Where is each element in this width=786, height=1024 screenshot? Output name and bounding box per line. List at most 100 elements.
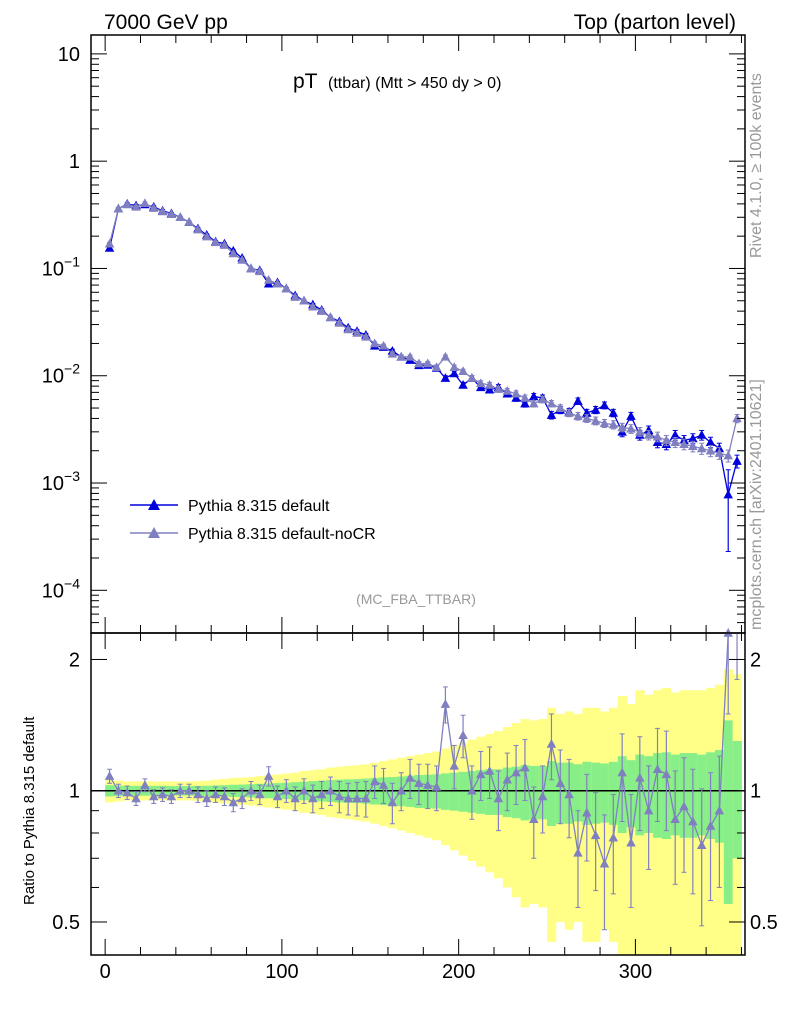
ratio-point-31	[378, 780, 389, 789]
point-s1-2	[122, 199, 132, 209]
point-s0-40	[458, 379, 468, 389]
point-s1-4	[140, 198, 150, 208]
band-stat-38	[440, 773, 451, 810]
point-s1-40	[458, 366, 468, 376]
series-line-0	[108, 203, 738, 495]
point-s0-38	[440, 373, 451, 382]
ratio-point-36	[422, 780, 433, 789]
ratio-point-52	[564, 789, 574, 799]
point-s1-9	[184, 217, 194, 226]
point-s1-3	[131, 201, 141, 211]
main-title-detail: (ttbar) (Mtt > 450 dy > 0)	[328, 75, 501, 92]
ratio-point-21	[290, 793, 300, 803]
ratio-point-47	[520, 762, 530, 772]
ratio-point-5	[148, 791, 159, 801]
point-s1-27	[343, 324, 353, 334]
point-s1-58	[617, 422, 627, 432]
point-s1-65	[679, 439, 689, 448]
point-s1-51	[555, 403, 566, 412]
ratio-point-19	[272, 791, 283, 801]
main-ytick-label-4: 10−3	[42, 468, 80, 495]
point-s0-71	[732, 456, 742, 465]
main-ytick-label-1: 1	[69, 151, 80, 173]
main-ytick-label-5: 10−4	[42, 575, 80, 602]
ratio-point-3	[131, 793, 141, 803]
ratio-point-22	[299, 785, 309, 795]
point-s1-25	[325, 312, 336, 322]
point-s1-10	[193, 224, 203, 234]
point-s1-42	[475, 378, 486, 388]
point-s0-50	[546, 410, 557, 419]
ratio-xtick-label-2: 200	[442, 961, 475, 983]
ratio-point-35	[414, 778, 424, 788]
band-stat-56	[600, 763, 610, 823]
ratio-point-60	[635, 772, 645, 782]
ratio-point-41	[467, 785, 477, 795]
point-s1-6	[157, 206, 168, 216]
ratio-ytick-label-right-1: 1	[750, 781, 761, 803]
ratio-point-10	[193, 789, 203, 799]
point-s1-22	[299, 295, 309, 305]
point-s1-38	[440, 351, 451, 361]
ratio-point-20	[281, 785, 292, 795]
band-stat-39	[449, 772, 460, 811]
main-ytick-label-0: 10	[58, 44, 80, 66]
ratio-point-34	[405, 772, 415, 782]
point-s1-39	[449, 362, 459, 371]
ratio-point-2	[122, 787, 132, 797]
band-stat-50	[547, 760, 557, 827]
ratio-point-7	[166, 791, 177, 801]
ratio-ytick-label-left-1: 1	[69, 781, 80, 803]
main-title: pT	[293, 70, 318, 93]
ratio-point-55	[590, 830, 601, 840]
ratio-panel: 0.5 0.5 1 1 2 2 0 100 200 300 Ratio to Pythia 8.3…	[21, 628, 778, 983]
point-s0-47	[520, 398, 530, 408]
ratio-point-42	[475, 769, 486, 779]
ratio-point-63	[661, 769, 672, 779]
point-s1-48	[529, 398, 539, 408]
point-s1-34	[405, 351, 415, 361]
ratio-point-17	[255, 789, 265, 799]
header-right: Top (parton level)	[574, 11, 736, 34]
ratio-point-59	[626, 837, 636, 847]
point-s1-18	[263, 275, 274, 284]
ratio-point-54	[582, 807, 592, 817]
ratio-point-68	[705, 821, 716, 830]
legend-marker-default	[148, 499, 160, 510]
point-s0-55	[590, 404, 601, 414]
point-s1-29	[361, 331, 371, 341]
band-stat-59	[626, 760, 636, 828]
legend-label-noCR: Pythia 8.315 default-noCR	[188, 526, 376, 543]
ratio-point-40	[458, 730, 468, 740]
ratio-point-4	[140, 780, 150, 789]
ratio-xtick-label-0: 0	[100, 961, 111, 983]
ratio-point-28	[352, 793, 362, 803]
point-s1-19	[272, 278, 283, 288]
point-s1-67	[696, 443, 707, 453]
ratio-point-13	[219, 791, 230, 801]
ratio-point-12	[210, 789, 221, 799]
point-s1-60	[635, 426, 645, 436]
point-s1-16	[246, 263, 256, 273]
ratio-point-0	[104, 771, 115, 780]
point-s1-70	[723, 450, 733, 460]
point-s1-35	[414, 358, 424, 368]
ratio-point-50	[546, 738, 557, 748]
point-s0-56	[599, 400, 610, 410]
ratio-point-67	[696, 840, 707, 849]
point-s1-47	[520, 393, 530, 402]
point-s1-55	[590, 415, 601, 425]
ratio-point-25	[325, 785, 336, 795]
ratio-point-18	[263, 771, 274, 780]
point-s1-26	[334, 318, 345, 327]
legend-marker-noCR	[148, 527, 160, 538]
ratio-point-53	[573, 847, 583, 857]
point-s0-68	[705, 437, 716, 446]
point-s0-39	[449, 368, 459, 378]
point-s1-14	[228, 248, 239, 258]
ratio-frame	[90, 632, 746, 956]
band-stat-70	[723, 720, 734, 904]
point-s0-43	[484, 384, 495, 394]
ratio-point-24	[316, 789, 327, 799]
band-stat-57	[608, 761, 619, 825]
